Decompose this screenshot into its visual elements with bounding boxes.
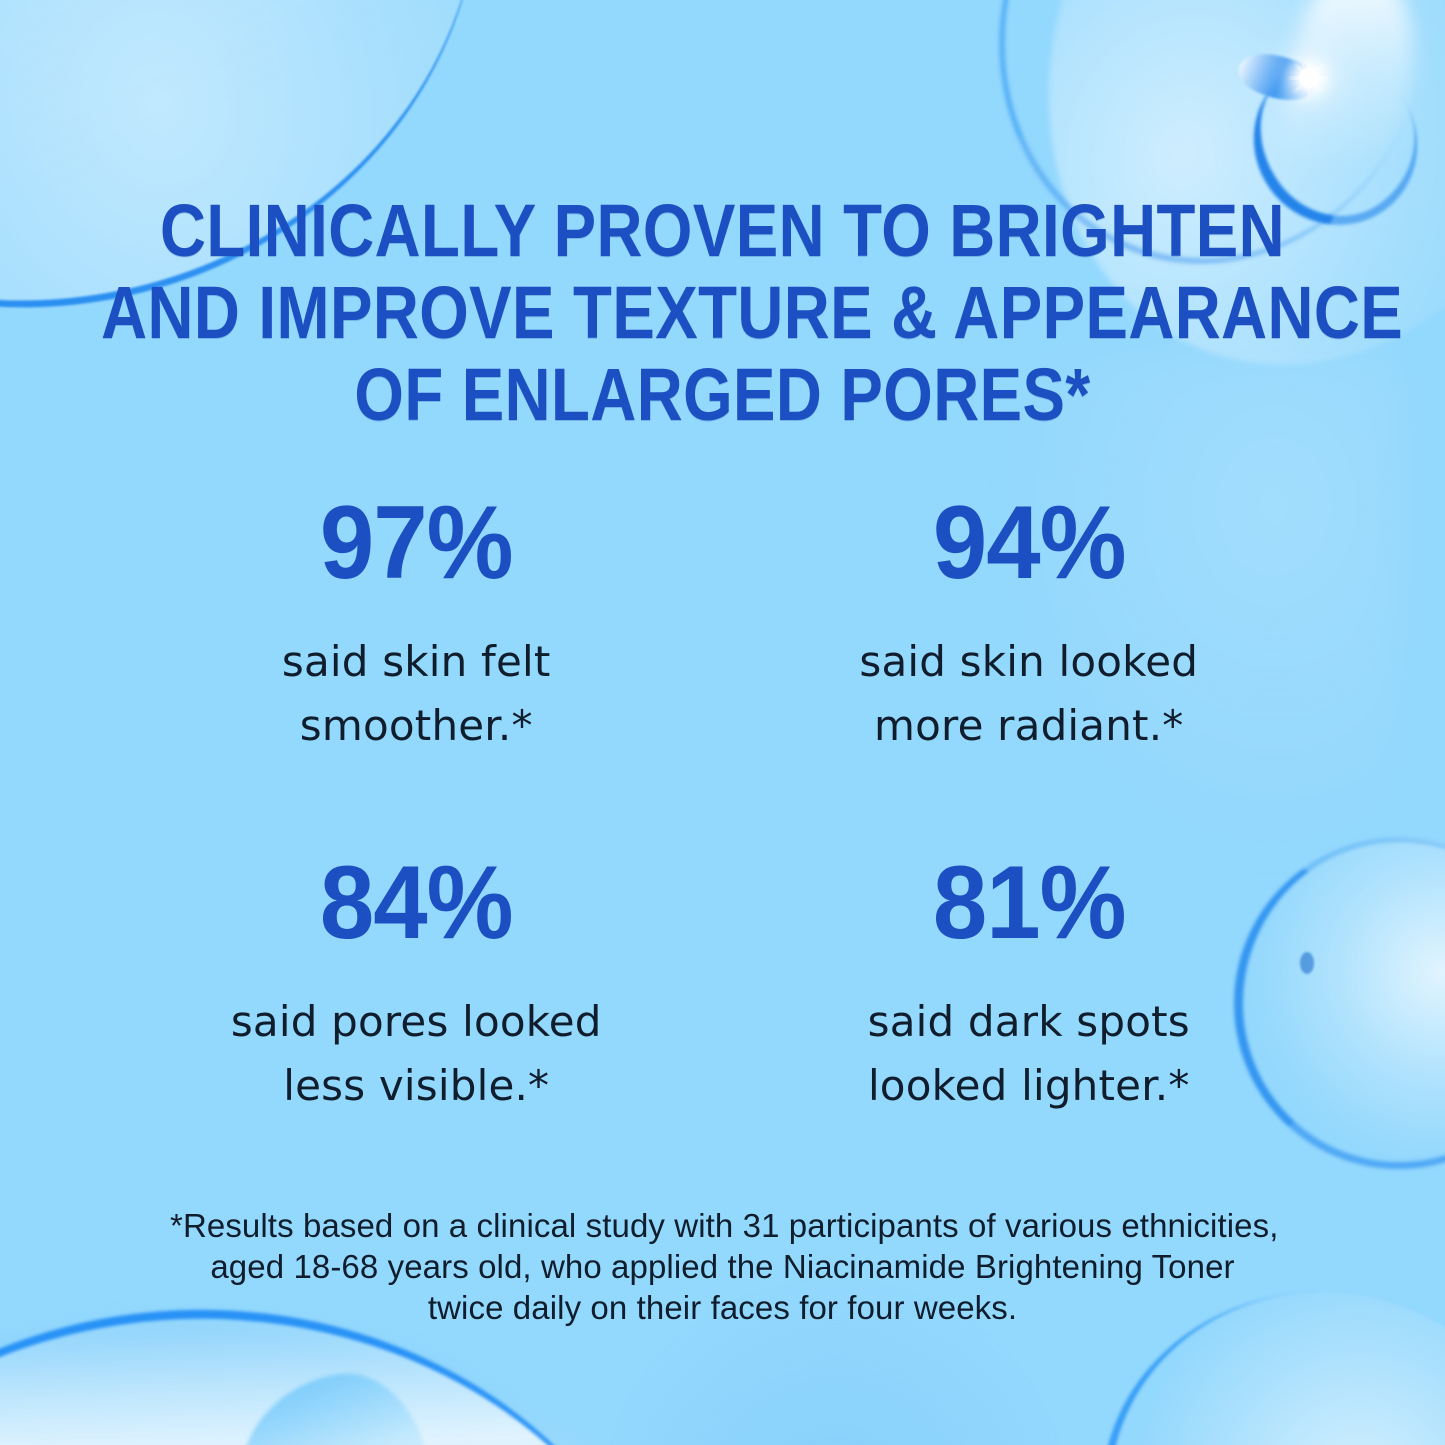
stat-caption-line-2: smoother.*	[299, 701, 533, 750]
disclaimer-line-2: aged 18-68 years old, who applied the Ni…	[210, 1248, 1235, 1285]
stat-caption-line-1: said skin looked	[859, 637, 1199, 686]
stat-caption: said dark spots looked lighter.*	[723, 990, 1336, 1118]
disclaimer-line-3: twice daily on their faces for four week…	[427, 1289, 1018, 1326]
page-title: CLINICALLY PROVEN TO BRIGHTEN AND IMPROV…	[101, 188, 1404, 436]
stat-caption: said skin looked more radiant.*	[723, 630, 1336, 758]
stat-caption: said pores looked less visible.*	[110, 990, 723, 1118]
stat-caption-line-2: looked lighter.*	[867, 1061, 1190, 1110]
stat-value: 81%	[932, 845, 1126, 961]
stat-value: 84%	[319, 845, 514, 961]
stat-caption-line-1: said dark spots	[867, 997, 1190, 1046]
stat-caption-line-2: more radiant.*	[874, 701, 1184, 750]
study-disclaimer: *Results based on a clinical study with …	[170, 1205, 1279, 1328]
stat-item-radiant: 94% said skin looked more radiant.*	[723, 480, 1336, 840]
stat-caption-line-1: said pores looked	[230, 997, 602, 1046]
stat-item-dark-spots: 81% said dark spots looked lighter.*	[723, 840, 1336, 1200]
stat-value: 97%	[319, 485, 514, 601]
stat-item-pores: 84% said pores looked less visible.*	[110, 840, 723, 1200]
stat-caption-line-2: less visible.*	[283, 1061, 550, 1110]
claims-stat-grid: 97% said skin felt smoother.* 94% said s…	[110, 480, 1335, 1200]
stat-value: 94%	[932, 485, 1126, 601]
disclaimer-line-1: *Results based on a clinical study with …	[170, 1207, 1279, 1244]
headline-line-2: AND IMPROVE TEXTURE & APPEARANCE	[101, 270, 1404, 354]
stat-caption-line-1: said skin felt	[281, 637, 551, 686]
stat-item-smoother: 97% said skin felt smoother.*	[110, 480, 723, 840]
headline-line-1: CLINICALLY PROVEN TO BRIGHTEN	[159, 188, 1286, 272]
stat-caption: said skin felt smoother.*	[110, 630, 723, 758]
headline-line-3: OF ENLARGED PORES*	[354, 352, 1091, 436]
